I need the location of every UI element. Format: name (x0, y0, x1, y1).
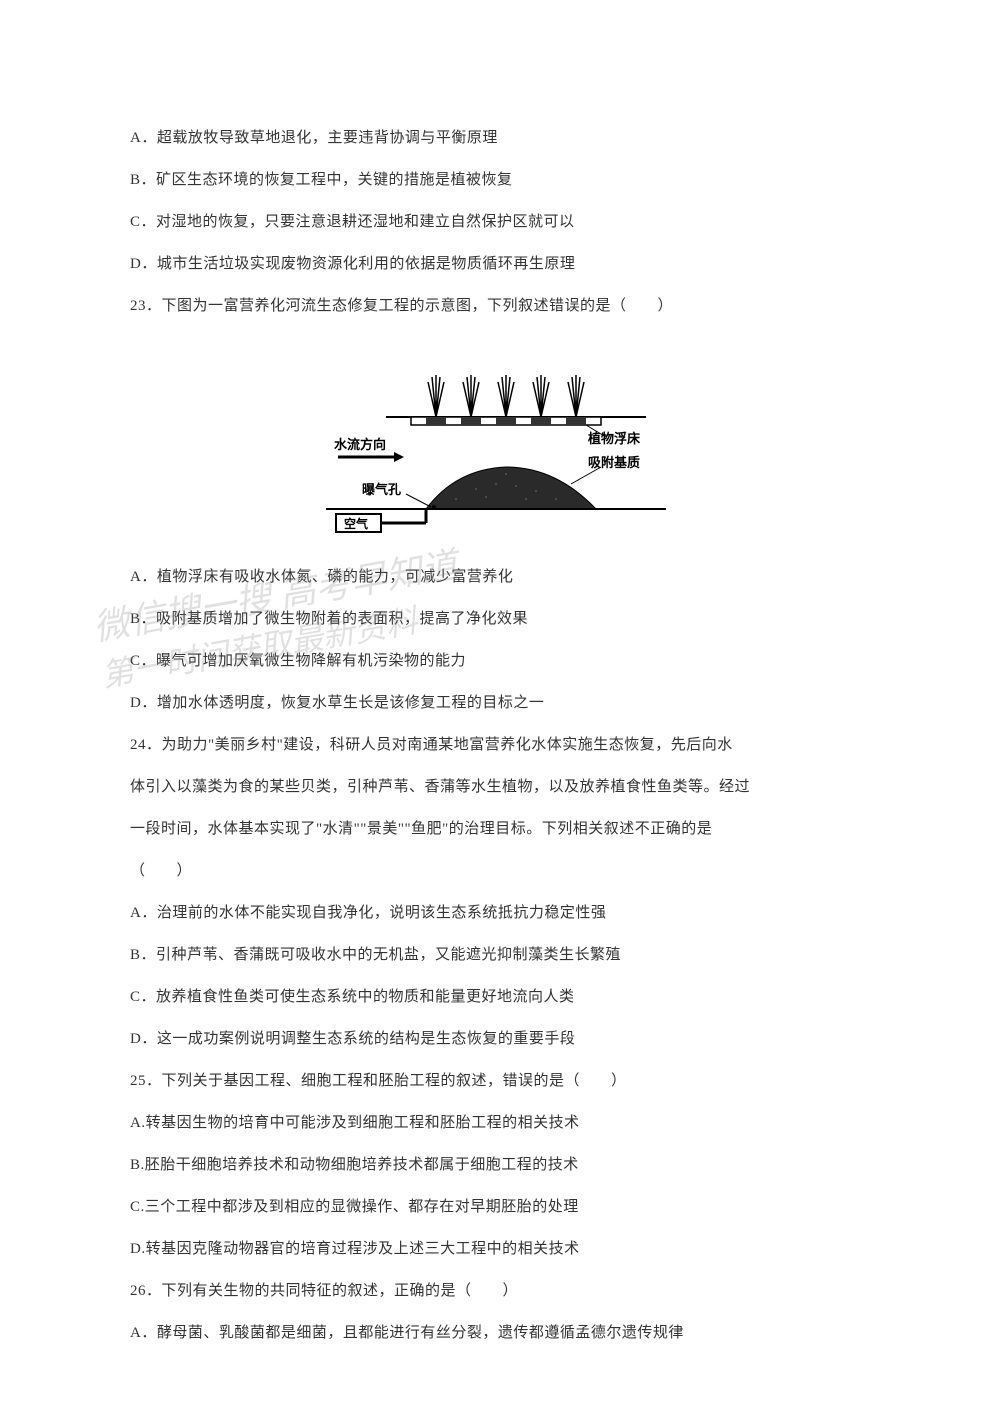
q26-stem: 26．下列有关生物的共同特征的叙述，正确的是（ ） (130, 1273, 862, 1309)
q22-option-b: B．矿区生态环境的恢复工程中，关键的措施是植被恢复 (130, 162, 862, 198)
q24-stem-1: 24．为助力"美丽乡村"建设，科研人员对南通某地富营养化水体实施生态恢复，先后向… (130, 727, 862, 763)
q24-option-c: C．放养植食性鱼类可使生态系统中的物质和能量更好地流向人类 (130, 979, 862, 1015)
air-label: 空气 (344, 516, 368, 531)
q24-stem-2: 体引入以藻类为食的某些贝类，引种芦苇、香蒲等水生植物，以及放养植食性鱼类等。经过 (130, 769, 862, 805)
flow-direction-label: 水流方向 (334, 437, 386, 452)
adsorbent-label: 吸附基质 (588, 455, 640, 470)
q25-stem: 25．下列关于基因工程、细胞工程和胚胎工程的叙述，错误的是（ ） (130, 1063, 862, 1099)
q25-option-a: A.转基因生物的培育中可能涉及到细胞工程和胚胎工程的相关技术 (130, 1105, 862, 1141)
q26-option-a: A．酵母菌、乳酸菌都是细菌，且都能进行有丝分裂，遗传都遵循孟德尔遗传规律 (130, 1315, 862, 1351)
q24-option-a: A．治理前的水体不能实现自我净化，说明该生态系统抵抗力稳定性强 (130, 895, 862, 931)
q24-stem-4: （ ） (130, 853, 862, 889)
plant-bed-label: 植物浮床 (587, 431, 641, 446)
q23-diagram: 水流方向 植物浮床 吸附基质 曝气孔 (130, 339, 862, 539)
q23-option-d: D．增加水体透明度，恢复水草生长是该修复工程的目标之一 (130, 685, 862, 721)
q25-option-d: D.转基因克隆动物器官的培育过程涉及上述三大工程中的相关技术 (130, 1231, 862, 1267)
q25-option-c: C.三个工程中都涉及到相应的显微操作、都存在对早期胚胎的处理 (130, 1189, 862, 1225)
q22-option-d: D．城市生活垃圾实现废物资源化利用的依据是物质循环再生原理 (130, 246, 862, 282)
q23-stem: 23．下图为一富营养化河流生态修复工程的示意图，下列叙述错误的是（ ） (130, 288, 862, 324)
q24-option-b: B．引种芦苇、香蒲既可吸收水中的无机盐，又能遮光抑制藻类生长繁殖 (130, 937, 862, 973)
q23-option-c: C．曝气可增加厌氧微生物降解有机污染物的能力 (130, 643, 862, 679)
q23-option-a: A．植物浮床有吸收水体氮、磷的能力，可减少富营养化 (130, 559, 862, 595)
q22-option-a: A．超载放牧导致草地退化，主要违背协调与平衡原理 (130, 120, 862, 156)
q24-option-d: D．这一成功案例说明调整生态系统的结构是生态恢复的重要手段 (130, 1021, 862, 1057)
q23-option-b: B．吸附基质增加了微生物附着的表面积，提高了净化效果 (130, 601, 862, 637)
q25-option-b: B.胚胎干细胞培养技术和动物细胞培养技术都属于细胞工程的技术 (130, 1147, 862, 1183)
q24-stem-3: 一段时间，水体基本实现了"水清""景美""鱼肥"的治理目标。下列相关叙述不正确的… (130, 811, 862, 847)
aeration-label: 曝气孔 (362, 482, 401, 497)
q22-option-c: C．对湿地的恢复，只要注意退耕还湿地和建立自然保护区就可以 (130, 204, 862, 240)
